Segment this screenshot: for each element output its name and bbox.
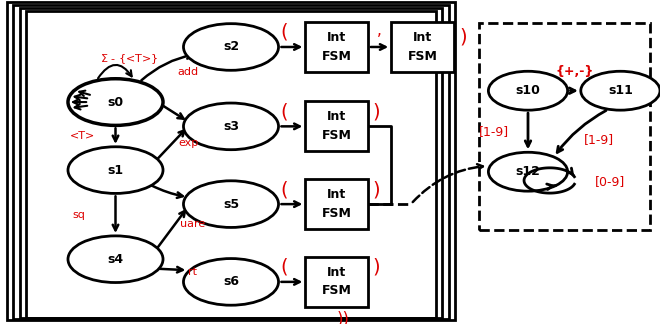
Text: s4: s4 [108, 253, 123, 266]
Bar [478, 23, 650, 230]
Text: $\Sigma$ - {<T>}: $\Sigma$ - {<T>} [100, 52, 158, 66]
Text: (: ( [280, 23, 288, 42]
Text: s2: s2 [223, 40, 239, 53]
Bar [20, 8, 442, 318]
Bar [305, 22, 368, 72]
Text: s12: s12 [515, 165, 541, 178]
Text: FSM: FSM [321, 284, 352, 297]
Text: s0: s0 [108, 96, 123, 109]
Bar [305, 179, 368, 229]
Circle shape [68, 236, 163, 283]
Circle shape [183, 24, 279, 70]
Text: s11: s11 [608, 84, 633, 97]
Circle shape [183, 259, 279, 305]
Text: [1-9]: [1-9] [478, 125, 509, 138]
Text: [0-9]: [0-9] [595, 175, 626, 188]
Text: {+,-}: {+,-} [555, 65, 593, 78]
Text: ): ) [372, 258, 379, 277]
Bar [305, 101, 368, 152]
Text: s10: s10 [515, 84, 541, 97]
Text: s6: s6 [223, 275, 239, 288]
Circle shape [68, 147, 163, 193]
Bar [26, 11, 436, 318]
Text: add: add [178, 67, 199, 77]
Text: ): ) [459, 28, 467, 47]
Text: (: ( [280, 102, 288, 121]
Text: ): ) [372, 180, 379, 199]
Text: s1: s1 [108, 164, 123, 177]
Bar [305, 257, 368, 307]
Bar [391, 22, 454, 72]
Text: FSM: FSM [321, 207, 352, 220]
Circle shape [183, 181, 279, 227]
Text: Int: Int [327, 188, 346, 201]
Circle shape [581, 71, 660, 110]
Bar [13, 5, 449, 319]
Text: s5: s5 [223, 198, 239, 211]
Circle shape [183, 103, 279, 150]
Circle shape [68, 79, 163, 125]
Text: Int: Int [327, 266, 346, 279]
Bar [7, 2, 455, 320]
Text: rt: rt [188, 267, 197, 276]
Text: exp: exp [178, 138, 198, 148]
Text: Int: Int [327, 110, 346, 123]
Text: uare: uare [180, 219, 205, 228]
Text: (: ( [280, 258, 288, 277]
Text: (: ( [280, 180, 288, 199]
Text: ,: , [377, 23, 382, 38]
Text: FSM: FSM [321, 50, 352, 63]
Text: sq: sq [73, 210, 86, 220]
Text: [1-9]: [1-9] [584, 133, 614, 146]
Text: s3: s3 [223, 120, 239, 133]
Text: FSM: FSM [407, 50, 438, 63]
Text: FSM: FSM [321, 129, 352, 142]
Text: Int: Int [327, 31, 346, 44]
Text: )): )) [337, 311, 350, 324]
Circle shape [488, 152, 568, 191]
Text: ): ) [372, 102, 379, 121]
Text: Int: Int [412, 31, 432, 44]
Text: <T>: <T> [70, 131, 95, 141]
Circle shape [488, 71, 568, 110]
